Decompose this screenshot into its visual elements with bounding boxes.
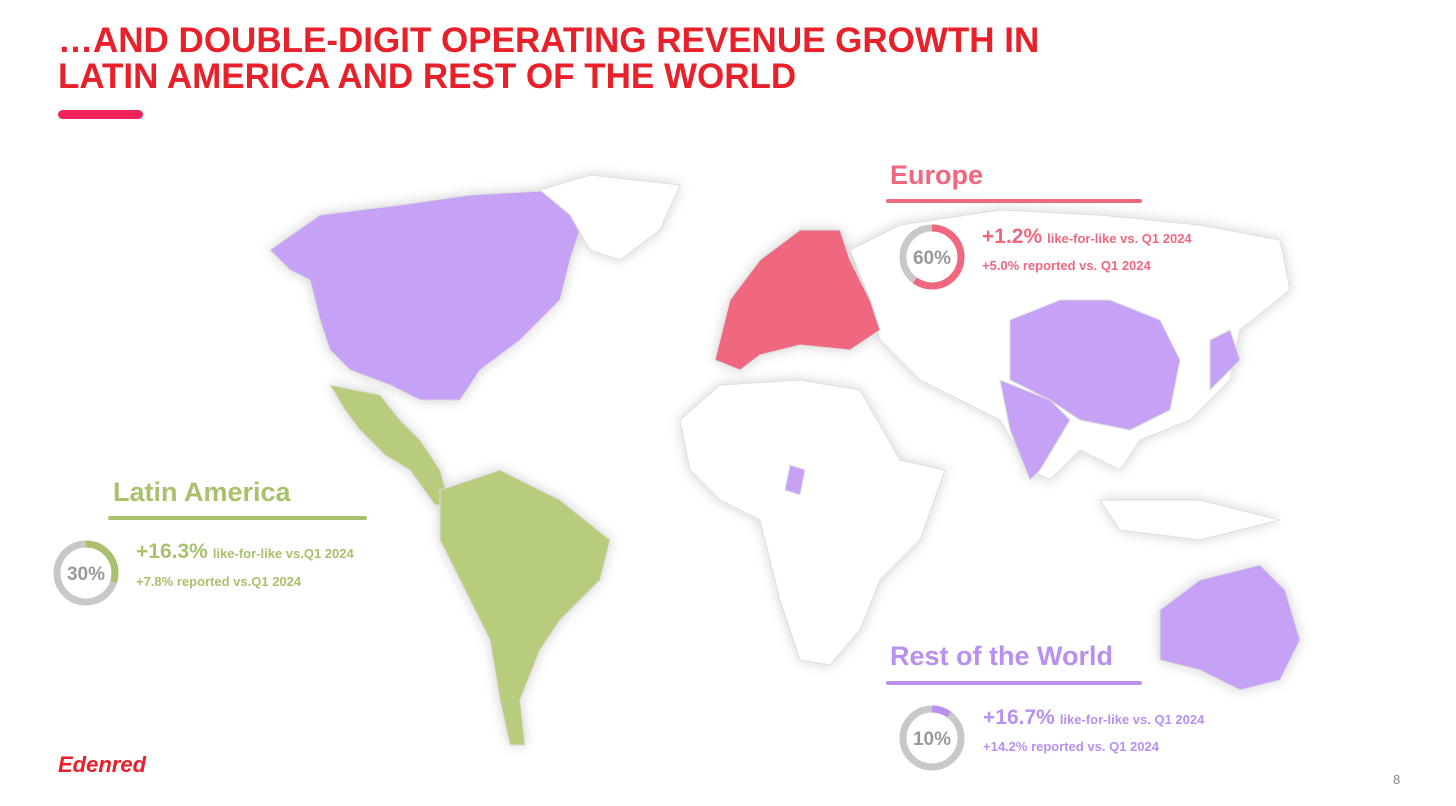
- page-number: 8: [1393, 772, 1400, 787]
- logo: Edenred: [58, 752, 147, 777]
- world-map: [269, 174, 1301, 746]
- lfl-text: like-for-like vs. Q1 2024: [1060, 712, 1205, 727]
- lfl-value: +16.7%: [983, 706, 1055, 729]
- lfl-text: like-for-like vs.Q1 2024: [213, 546, 355, 561]
- donut-share: [899, 705, 965, 771]
- donut-label: 30%: [67, 564, 105, 585]
- growth-reported: +14.2% reported vs. Q1 2024: [983, 739, 1160, 754]
- growth-reported: +7.8% reported vs.Q1 2024: [136, 574, 302, 589]
- donut-label: 60%: [913, 248, 951, 269]
- donut-share: [53, 540, 119, 606]
- growth-lfl: +16.3% like-for-like vs.Q1 2024: [136, 540, 354, 563]
- title-line: LATIN AMERICA AND REST OF THE WORLD: [58, 57, 796, 96]
- lfl-value: +1.2%: [982, 225, 1042, 248]
- title-underline: [58, 110, 143, 119]
- lfl-text: like-for-like vs. Q1 2024: [1047, 231, 1192, 246]
- region-name: Europe: [890, 160, 983, 190]
- donut-share: [899, 224, 965, 290]
- region-name: Latin America: [113, 477, 292, 507]
- title-line: …AND DOUBLE-DIGIT OPERATING REVENUE GROW…: [58, 21, 1039, 60]
- donut-label: 10%: [913, 729, 951, 750]
- growth-lfl: +1.2% like-for-like vs. Q1 2024: [982, 225, 1192, 248]
- growth-reported: +5.0% reported vs. Q1 2024: [982, 258, 1152, 273]
- region-name: Rest of the World: [890, 641, 1113, 671]
- lfl-value: +16.3%: [136, 540, 208, 563]
- growth-lfl: +16.7% like-for-like vs. Q1 2024: [983, 706, 1205, 729]
